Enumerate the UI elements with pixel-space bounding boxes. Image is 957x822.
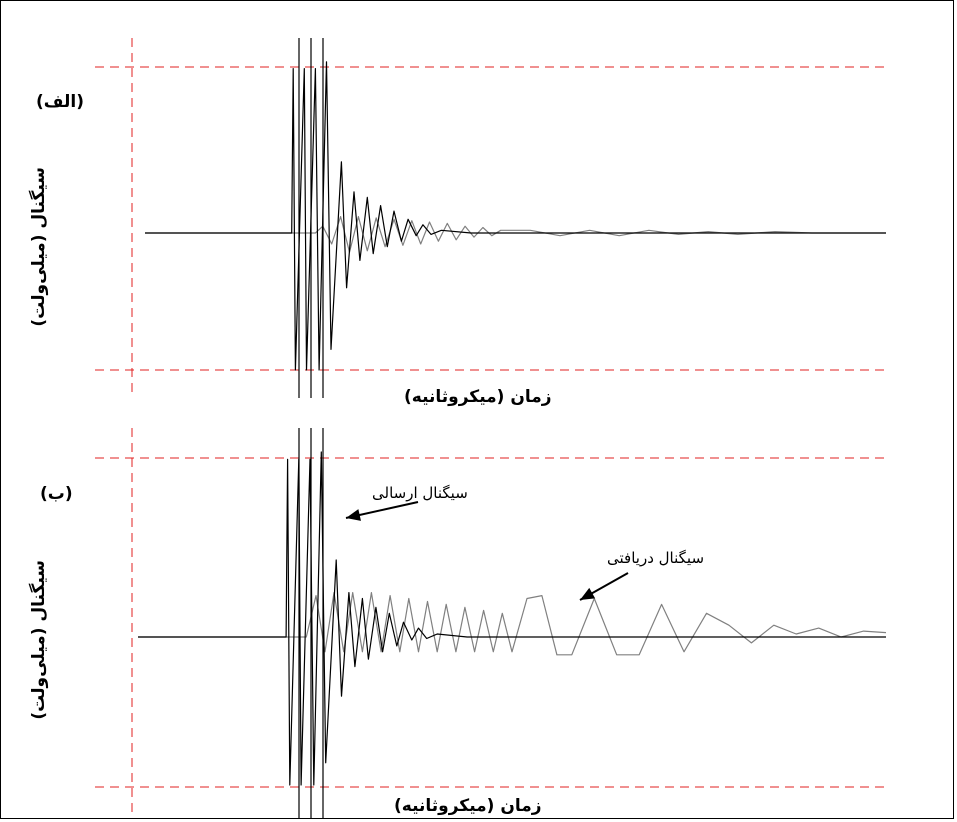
series-line-received-b bbox=[138, 592, 887, 656]
panel-label-a: (الف) bbox=[36, 92, 84, 112]
x-axis-label-b: زمان (میکروثانیه) bbox=[394, 796, 542, 816]
annotation-received: سیگنال دریافتی bbox=[607, 549, 705, 567]
series-line-transmitted-b bbox=[138, 451, 886, 786]
y-axis-label-a: سیگنال (میلی‌ولت) bbox=[29, 167, 49, 327]
series-line-received-a bbox=[145, 216, 886, 253]
x-axis-label-a: زمان (میکروثانیه) bbox=[404, 387, 552, 407]
arrow-transmitted-head bbox=[346, 509, 361, 521]
panel-label-b: (ب) bbox=[40, 484, 73, 504]
series-line-transmitted-a bbox=[145, 61, 886, 371]
y-axis-label-b: سیگنال (میلی‌ولت) bbox=[29, 560, 49, 720]
arrow-received-head bbox=[580, 587, 596, 600]
annotation-transmitted: سیگنال ارسالی bbox=[372, 484, 468, 502]
